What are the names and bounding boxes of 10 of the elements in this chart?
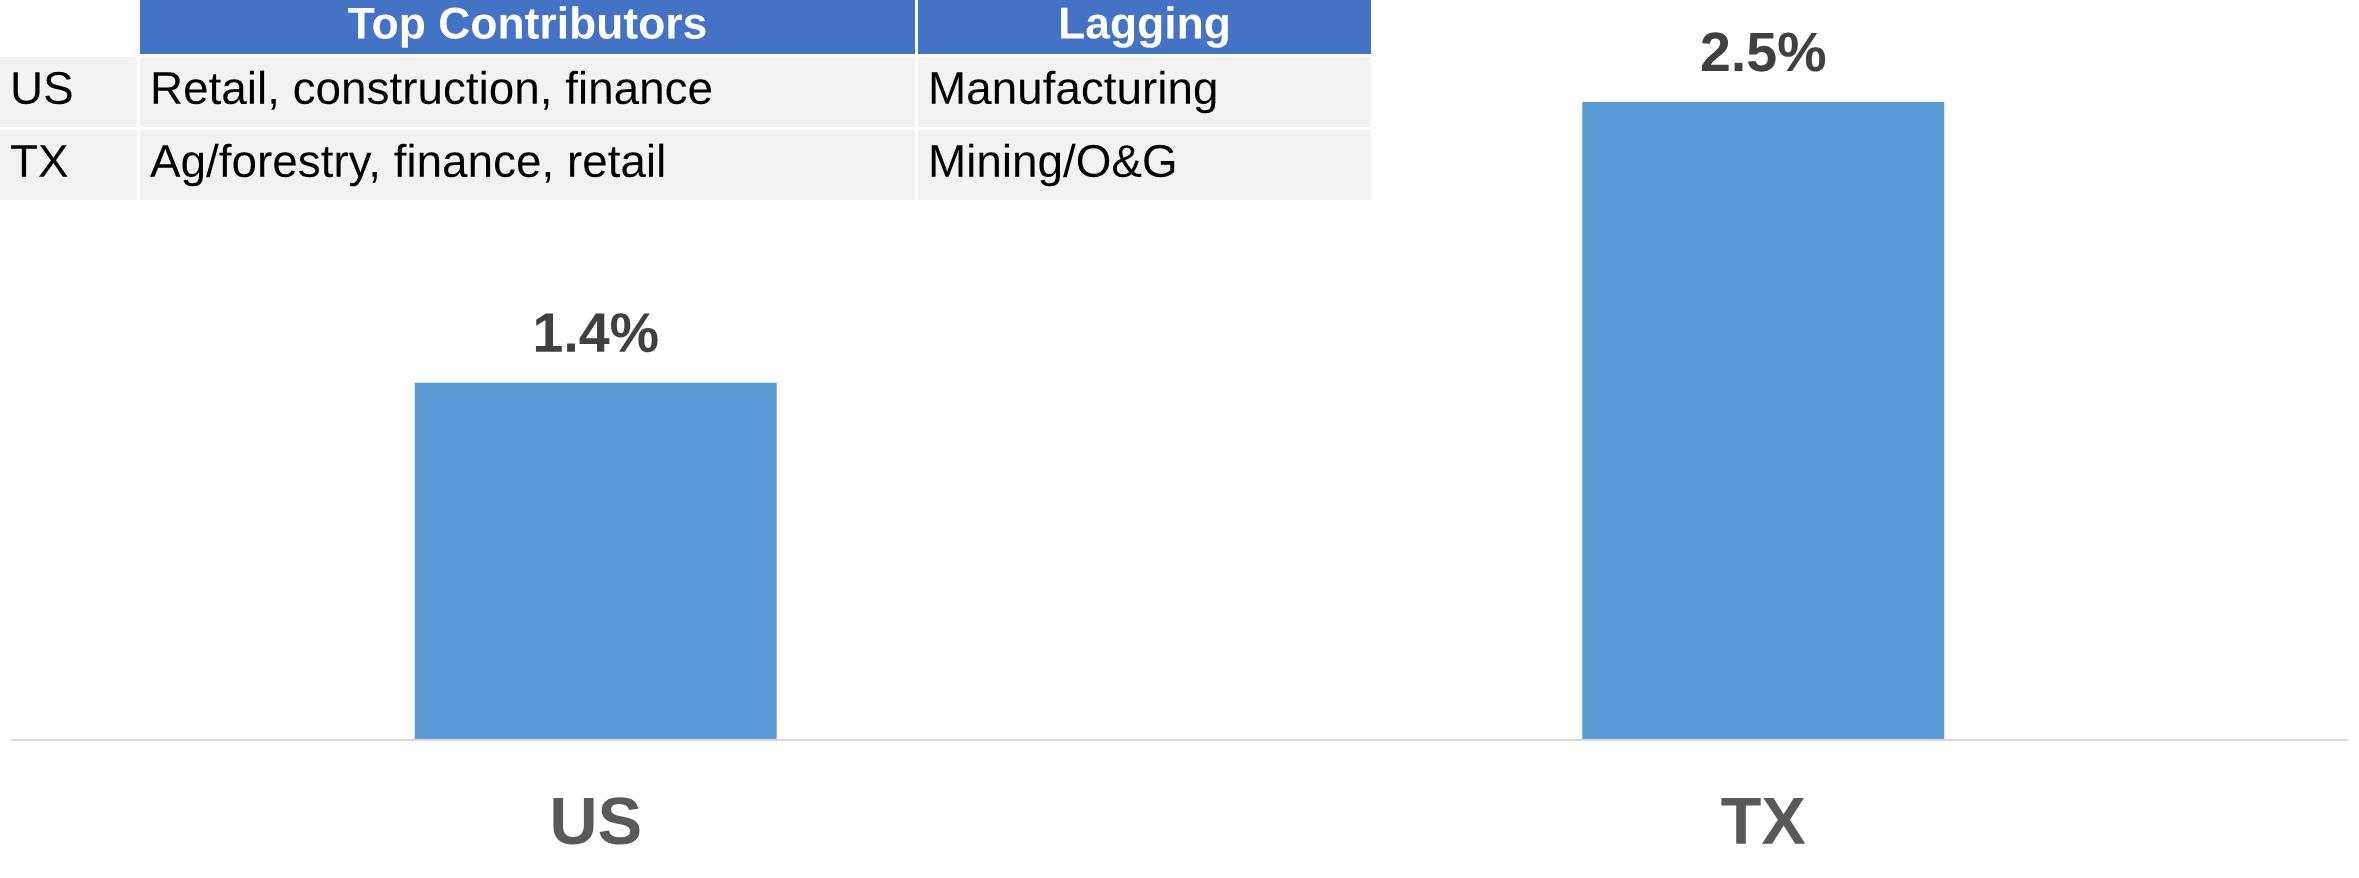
annotation: Manufacturing bbox=[931, 70, 1216, 114]
annotation: Mining/O&G bbox=[931, 143, 1175, 187]
annotation: Retail, construction, finance bbox=[153, 70, 711, 110]
data-label: 1.4% bbox=[535, 313, 658, 353]
annotation: Ag/forestry, finance, retail bbox=[150, 143, 664, 187]
text: Top Contributors bbox=[348, 6, 706, 48]
text: Lagging bbox=[1061, 6, 1228, 48]
data-label: 2.5% bbox=[1701, 32, 1826, 72]
annotation: TX bbox=[11, 145, 68, 177]
annotation: US bbox=[13, 71, 72, 105]
